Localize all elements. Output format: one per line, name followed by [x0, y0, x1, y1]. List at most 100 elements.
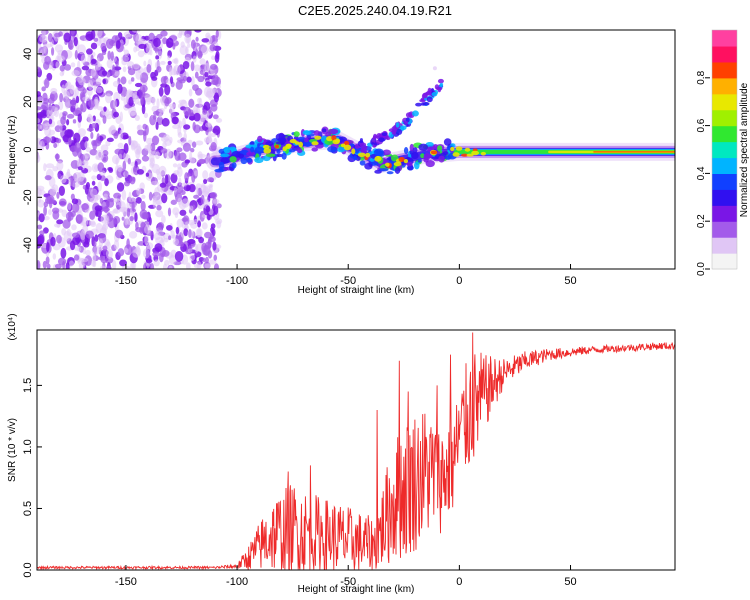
noise-blob	[200, 45, 209, 55]
noise-blob	[205, 205, 211, 213]
noise-blob	[204, 263, 211, 269]
noise-blob	[91, 246, 100, 255]
noise-blob	[126, 238, 130, 250]
snr-x-tick-label: -50	[340, 576, 356, 588]
noise-blob	[183, 124, 191, 130]
noise-blob	[106, 265, 112, 269]
colorbar-swatch	[712, 109, 737, 127]
ridge-blob	[337, 146, 346, 153]
noise-blob	[98, 37, 107, 44]
ridge-blob	[442, 151, 449, 156]
noise-blob	[126, 207, 131, 218]
ridge-blob	[412, 147, 418, 153]
noise-blob	[192, 84, 199, 92]
noise-blob	[115, 60, 119, 67]
noise-blob	[128, 135, 132, 146]
noise-blob	[85, 230, 94, 239]
noise-blob	[137, 124, 142, 130]
ridge-hotspot	[331, 135, 337, 141]
ridge-hotspot	[430, 150, 438, 155]
ridge-blob	[378, 168, 389, 172]
noise-blob	[210, 132, 217, 138]
ridge-blob	[374, 148, 384, 157]
noise-blob	[71, 70, 80, 77]
snr-x-tick-label: -100	[226, 576, 248, 588]
noise-blob	[168, 235, 172, 241]
noise-blob	[184, 159, 191, 164]
noise-blob	[158, 112, 163, 119]
noise-blob	[90, 68, 97, 77]
noise-blob	[152, 251, 161, 257]
noise-blob	[204, 256, 209, 264]
echo-blob	[400, 125, 407, 131]
noise-blob	[97, 162, 105, 173]
ridge-hotspot	[384, 162, 390, 167]
noise-blob	[174, 187, 178, 193]
noise-blob	[204, 139, 213, 144]
noise-blob	[160, 60, 166, 65]
noise-blob	[71, 198, 79, 205]
ridge-blob	[438, 155, 445, 163]
noise-blob	[123, 170, 129, 177]
noise-blob	[37, 106, 42, 111]
noise-blob	[66, 229, 71, 237]
noise-blob	[69, 84, 75, 95]
noise-blob	[127, 90, 134, 97]
noise-blob	[37, 46, 46, 56]
noise-blob	[77, 128, 86, 137]
noise-blob	[52, 243, 61, 251]
ridge-blob	[427, 154, 433, 158]
echo-blob	[405, 117, 410, 123]
ridge-blob	[275, 141, 285, 145]
snr-y-multiplier: (x10⁴)	[7, 313, 18, 340]
noise-blob	[56, 234, 62, 244]
noise-blob	[82, 249, 87, 255]
ridge-blob	[311, 147, 318, 152]
noise-blob	[172, 207, 180, 216]
noise-blob	[107, 50, 112, 61]
ridge-hotspot	[471, 150, 479, 156]
echo-blob	[415, 102, 422, 107]
noise-blob	[186, 262, 191, 269]
noise-blob	[120, 76, 127, 85]
noise-blob	[58, 31, 63, 37]
noise-blob	[197, 220, 202, 228]
snr-y-label: SNR (10 * v/v)	[7, 418, 18, 482]
noise-blob	[113, 208, 119, 214]
echo-blob	[439, 82, 444, 87]
ridge-hotspot	[314, 135, 322, 140]
noise-blob	[111, 259, 117, 269]
noise-blob	[123, 142, 129, 154]
echo-blob	[404, 121, 409, 125]
echo-blob	[359, 140, 364, 144]
noise-blob	[214, 53, 220, 63]
spectrogram-panel: -150 -100 -50 0 50 -40 -20 0 20 40 Height of str…	[7, 29, 676, 296]
noise-blob	[94, 96, 99, 107]
noise-blob	[61, 84, 66, 94]
noise-blob	[64, 82, 70, 90]
noise-blob	[50, 87, 58, 94]
noise-blob	[114, 229, 124, 239]
noise-blob	[123, 180, 130, 187]
noise-blob	[208, 184, 213, 194]
ridge-blob	[328, 128, 339, 135]
noise-blob	[197, 203, 204, 210]
noise-blob	[178, 30, 183, 37]
ridge-blob	[327, 146, 338, 153]
noise-blob	[55, 61, 60, 69]
ridge-blob	[237, 153, 245, 159]
noise-blob	[153, 37, 161, 48]
noise-blob	[152, 115, 157, 120]
noise-blob	[193, 194, 200, 199]
noise-blob	[129, 176, 136, 185]
noise-blob	[132, 93, 137, 103]
colorbar-swatch	[712, 157, 737, 174]
noise-blob	[43, 163, 47, 172]
noise-blob	[76, 158, 82, 167]
ridge-hotspot	[340, 143, 346, 148]
noise-blob	[187, 108, 192, 115]
ridge-blob	[288, 149, 296, 153]
noise-blob	[129, 215, 134, 222]
noise-blob	[199, 58, 206, 66]
noise-blob	[86, 127, 94, 132]
